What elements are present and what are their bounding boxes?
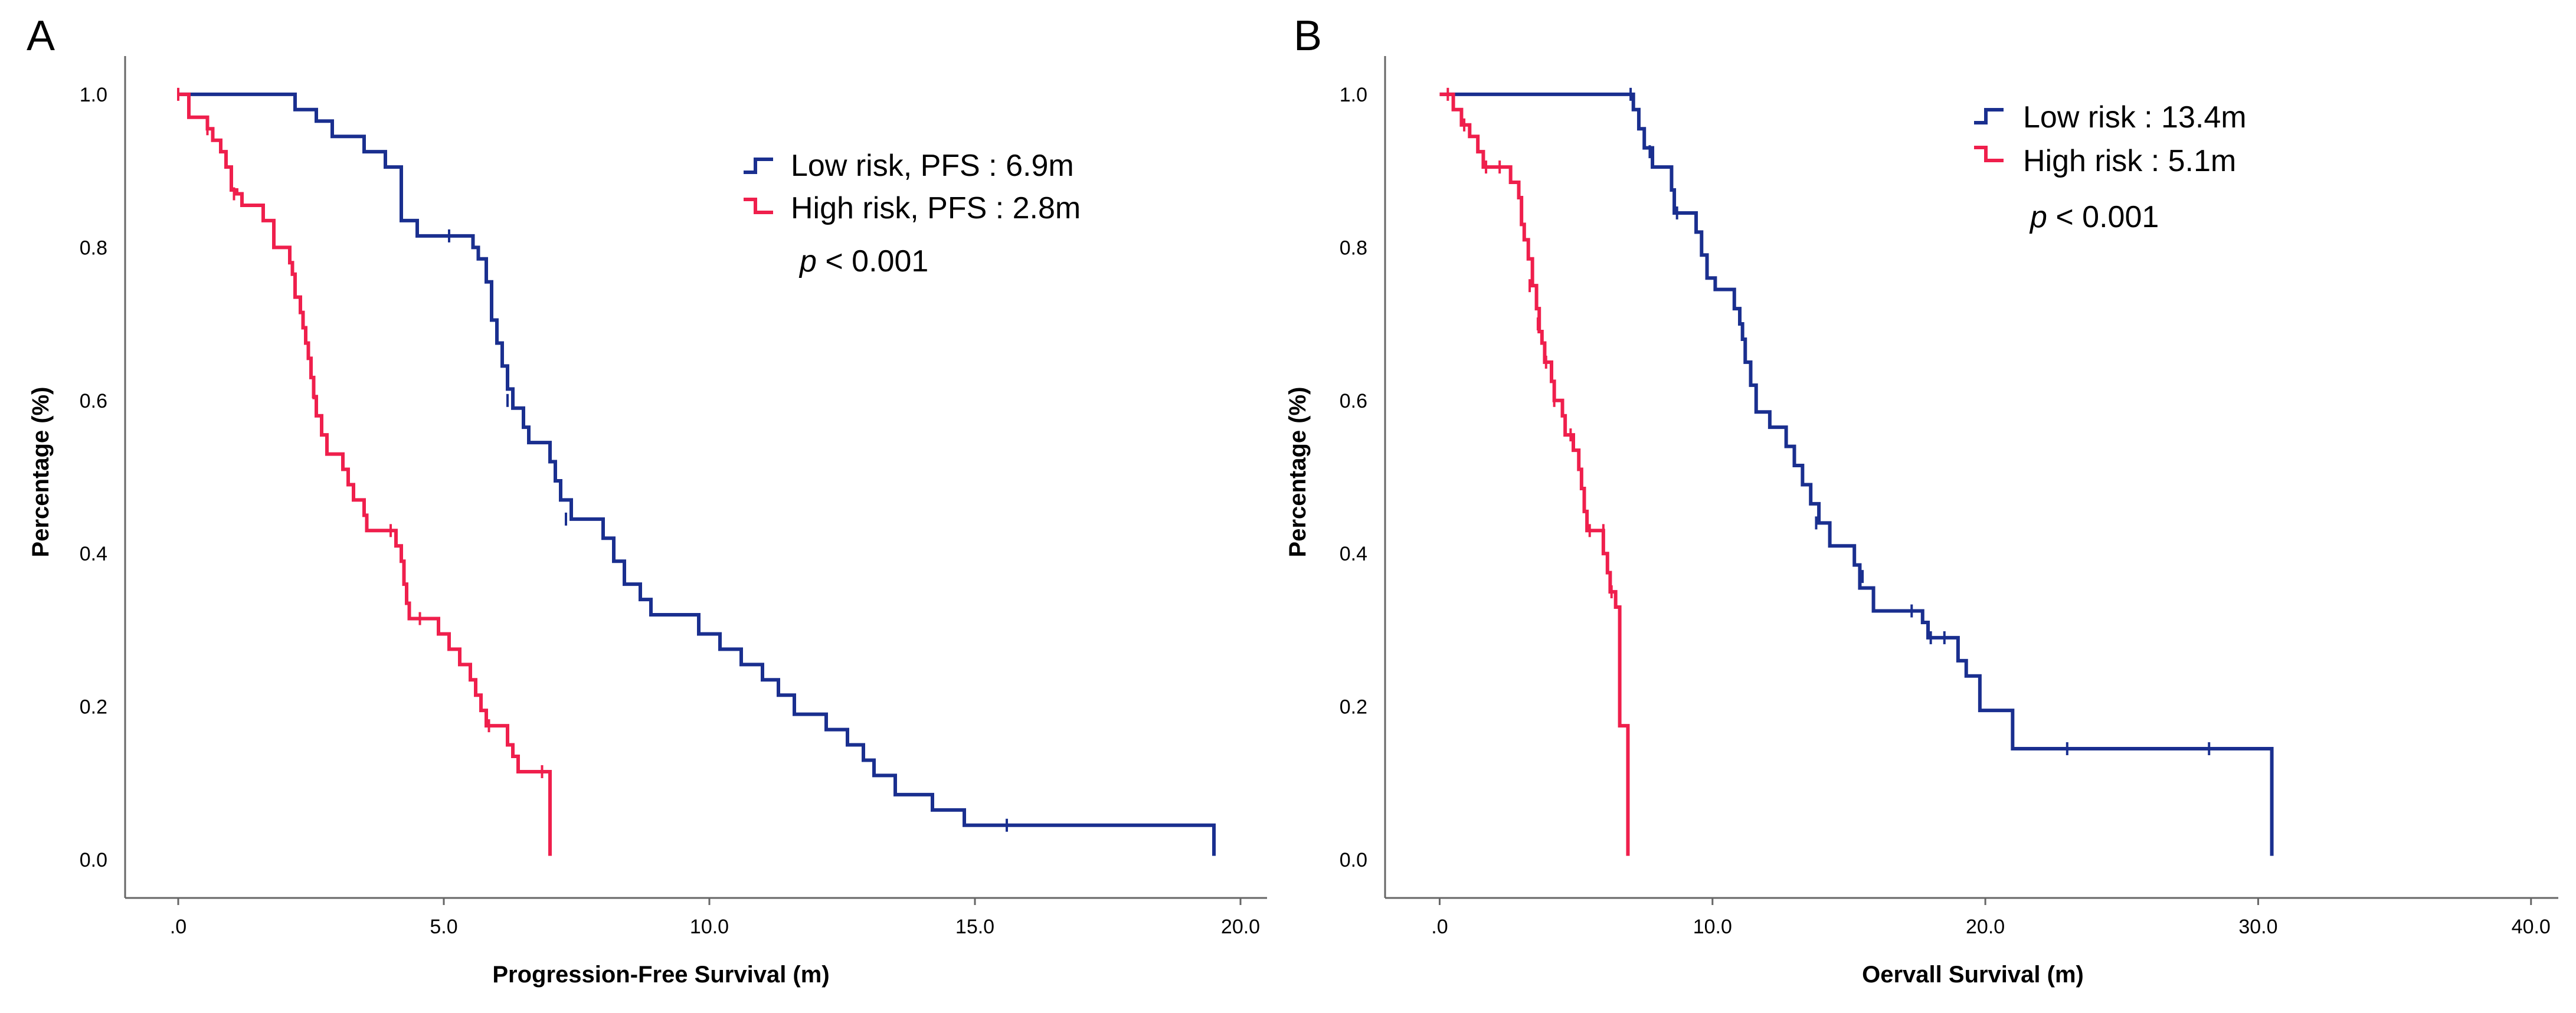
panel-label-b: B <box>1294 12 1322 60</box>
y-tick-label: 0.6 <box>1340 390 1367 412</box>
x-tick-label: 20.0 <box>1966 916 2005 938</box>
p-value-symbol: p <box>798 244 817 278</box>
legend-item-low-risk: Low risk, PFS : 6.9m <box>744 149 1074 183</box>
legend-item-high-risk: High risk, PFS : 2.8m <box>744 191 1081 225</box>
y-tick-label: 1.0 <box>80 84 107 106</box>
x-tick-label: 10.0 <box>1693 916 1732 938</box>
legend: Low risk : 13.4m High risk : 5.1m <box>1974 100 2247 178</box>
panel-label-a: A <box>27 12 55 60</box>
survival-curves <box>177 87 1216 856</box>
axis-ticks: .0 5.0 10.0 15.0 20.0 0.0 0.2 0.4 0.6 0.8 1.0 <box>80 84 1260 938</box>
y-tick-label: 0.8 <box>80 237 107 259</box>
x-tick-label: 15.0 <box>955 916 994 938</box>
km-curve-high-risk <box>178 92 552 856</box>
panel-b-overall-survival: B .0 10.0 20.0 30.0 40.0 0.0 0.2 0.4 0.6 0.8 1.0 O… <box>1285 12 2558 988</box>
legend-label-low-risk: Low risk : 13.4m <box>2023 100 2247 135</box>
x-tick-label: 40.0 <box>2512 916 2551 938</box>
y-tick-label: 0.0 <box>1340 849 1367 871</box>
legend-item-low-risk: Low risk : 13.4m <box>1974 100 2247 135</box>
x-tick-label: .0 <box>1431 916 1448 938</box>
x-tick-label: 5.0 <box>430 916 457 938</box>
y-tick-label: 0.2 <box>1340 696 1367 719</box>
y-tick-label: 0.6 <box>80 390 107 412</box>
survival-curves <box>1439 87 2274 856</box>
y-tick-label: 0.8 <box>1340 237 1367 259</box>
legend-swatch-low-risk <box>744 158 773 174</box>
y-tick-label: 1.0 <box>1340 84 1367 106</box>
legend-swatch-low-risk <box>1974 108 2004 124</box>
y-axis-title: Percentage (%) <box>1285 387 1311 558</box>
legend-item-high-risk: High risk : 5.1m <box>1974 144 2236 178</box>
y-tick-label: 0.0 <box>80 849 107 871</box>
x-axis-title: Progression-Free Survival (m) <box>492 962 829 988</box>
y-tick-label: 0.4 <box>1340 543 1367 565</box>
legend-label-high-risk: High risk : 5.1m <box>2023 144 2236 178</box>
p-value-text: < 0.001 <box>2047 200 2159 234</box>
km-curve-low-risk <box>178 92 1216 856</box>
x-tick-label: 10.0 <box>690 916 729 938</box>
p-value-symbol: p <box>2029 200 2047 234</box>
legend: Low risk, PFS : 6.9m High risk, PFS : 2.… <box>744 149 1081 225</box>
legend-label-high-risk: High risk, PFS : 2.8m <box>791 191 1081 225</box>
legend-label-low-risk: Low risk, PFS : 6.9m <box>791 149 1074 183</box>
x-tick-label: 30.0 <box>2238 916 2277 938</box>
x-tick-label: .0 <box>170 916 186 938</box>
km-curve-high-risk <box>1439 92 1630 856</box>
x-tick-label: 20.0 <box>1221 916 1260 938</box>
legend-swatch-high-risk <box>744 198 773 214</box>
x-axis-title: Oervall Survival (m) <box>1862 962 2084 988</box>
km-curve-low-risk <box>1439 92 2274 856</box>
legend-swatch-high-risk <box>1974 146 2004 162</box>
p-value-text: < 0.001 <box>817 244 928 278</box>
y-tick-label: 0.4 <box>80 543 107 565</box>
panel-a-progression-free-survival: A .0 5.0 10.0 15.0 20.0 0.0 0.2 0.4 0.6 0.8 1.0 Pr… <box>27 12 1267 988</box>
p-value-annotation: p < 0.001 <box>2029 200 2159 234</box>
p-value-annotation: p < 0.001 <box>798 244 928 278</box>
axis-ticks: .0 10.0 20.0 30.0 40.0 0.0 0.2 0.4 0.6 0.8 1.0 <box>1340 84 2551 938</box>
y-axis-title: Percentage (%) <box>28 387 54 558</box>
y-tick-label: 0.2 <box>80 696 107 719</box>
